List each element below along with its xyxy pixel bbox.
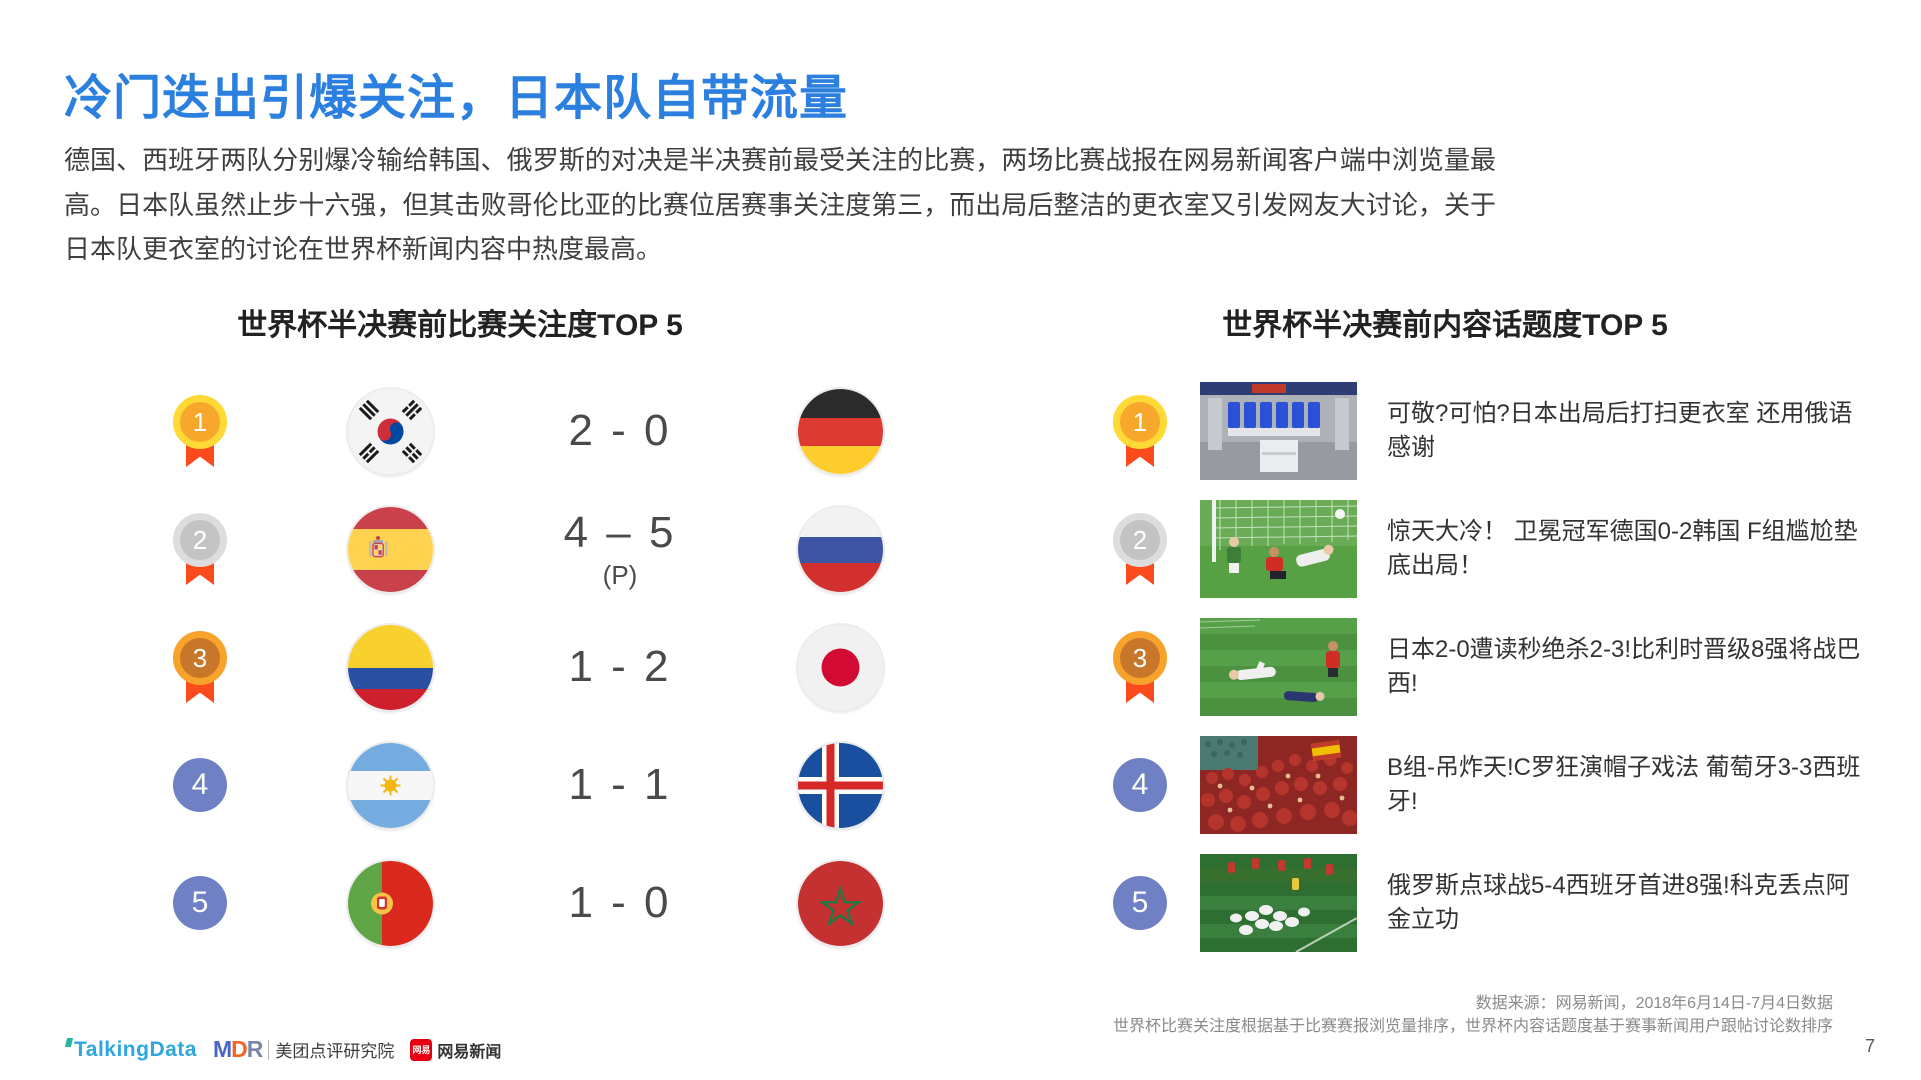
- footer-logos: TalkingData MDR 美团点评研究院 网易 网易新闻: [64, 1036, 501, 1063]
- score-note: (P): [602, 559, 638, 590]
- meituan-dianping-research-logo: MDR 美团点评研究院: [213, 1036, 394, 1063]
- match-score: 1 - 2: [568, 642, 672, 691]
- russia-celebration-photo: [1200, 854, 1357, 952]
- match-panel-title: 世界杯半决赛前比赛关注度TOP 5: [237, 309, 683, 342]
- match-row-4: 4: [115, 726, 935, 844]
- talkingdata-wordmark: TalkingData: [74, 1037, 197, 1061]
- germany-flag-icon: [797, 388, 883, 474]
- rank-number: 4: [1131, 768, 1149, 801]
- topic-row-4: 4 B组-吊炸天!C罗狂演: [1080, 726, 1870, 844]
- spain-flag-icon: [347, 506, 433, 592]
- news-headline: B组-吊炸天!C罗狂演帽子戏法 葡萄牙3-3西班牙!: [1387, 753, 1861, 815]
- gold-medal-icon: 1: [168, 395, 232, 467]
- talkingdata-logo: TalkingData: [64, 1037, 197, 1062]
- topic-row-3: 3 日本2-0遭读秒绝杀2-3!比利时晋级8强: [1080, 608, 1870, 726]
- iceland-flag-icon: [797, 742, 883, 828]
- logo-divider: [268, 1039, 270, 1060]
- topic-row-1: 1: [1080, 372, 1870, 490]
- news-headline: 俄罗斯点球战5-4西班牙首进8强!科克丢点阿金立功: [1387, 871, 1850, 933]
- locker-room-photo: [1200, 382, 1357, 480]
- match-row-1: 1: [115, 372, 935, 490]
- topic-row-2: 2: [1080, 490, 1870, 608]
- mdr-label: 美团点评研究院: [275, 1042, 395, 1061]
- match-row-5: 5 1 - 0: [115, 844, 935, 962]
- morocco-flag-icon: [797, 860, 883, 946]
- match-row-3: 3 1 - 2: [115, 608, 935, 726]
- topic-row-5: 5: [1080, 844, 1870, 962]
- news-headline: 日本2-0遭读秒绝杀2-3!比利时晋级8强将战巴西!: [1387, 635, 1861, 697]
- data-source-note: 数据来源：网易新闻，2018年6月14日-7月4日数据 世界杯比赛关注度根据基于…: [1113, 992, 1833, 1038]
- match-attention-panel: 1: [115, 372, 935, 962]
- news-headline: 惊天大冷！ 卫冕冠军德国0-2韩国 F组尴尬垫底出局！: [1387, 517, 1858, 579]
- netease-icon: 网易: [410, 1038, 433, 1061]
- match-row-2: 2: [115, 490, 935, 608]
- silver-medal-icon: 2: [168, 513, 232, 585]
- rank-number: 5: [191, 886, 209, 919]
- intro-paragraph: 德国、西班牙两队分别爆冷输给韩国、俄罗斯的对决是半决赛前最受关注的比赛，两场比赛…: [64, 145, 1496, 265]
- rank-number: 5: [1131, 886, 1149, 919]
- germany-korea-goal-photo: [1200, 500, 1357, 598]
- netease-news-logo: 网易 网易新闻: [410, 1038, 501, 1062]
- colombia-flag-icon: [347, 624, 433, 710]
- rank-badge: 4: [173, 758, 227, 812]
- page-title: 冷门迭出引爆关注，日本队自带流量: [64, 72, 849, 125]
- source-line-2: 世界杯比赛关注度根据基于比赛赛报浏览量排序，世界杯内容话题度基于赛事新闻用户跟帖…: [1112, 1018, 1833, 1036]
- japan-flag-icon: [797, 624, 883, 710]
- mdr-wordmark: MDR: [212, 1036, 263, 1062]
- rank-number: 2: [1132, 524, 1148, 555]
- content-topic-panel: 1: [1080, 372, 1870, 962]
- source-line-1: 数据来源：网易新闻，2018年6月14日-7月4日数据: [1475, 995, 1833, 1012]
- rank-badge: 5: [1113, 876, 1167, 930]
- rank-badge: 4: [1113, 758, 1167, 812]
- talkingdata-tick-icon: [64, 1037, 74, 1047]
- match-score: 4 – 5: [563, 507, 677, 557]
- japan-belgium-photo: [1200, 618, 1357, 716]
- rank-number: 4: [191, 768, 209, 801]
- netease-label: 网易新闻: [437, 1043, 502, 1061]
- portugal-flag-icon: [347, 860, 433, 946]
- news-headline: 可敬?可怕?日本出局后打扫更衣室 还用俄语感谢: [1387, 399, 1853, 461]
- fans-crowd-photo: [1200, 736, 1357, 834]
- rank-number: 1: [192, 406, 208, 437]
- rank-number: 3: [192, 642, 208, 673]
- rank-badge: 5: [173, 876, 227, 930]
- russia-flag-icon: [797, 506, 883, 592]
- page-number: 7: [1864, 1036, 1875, 1056]
- match-score: 2 - 0: [568, 406, 672, 455]
- topic-panel-title: 世界杯半决赛前内容话题度TOP 5: [1222, 309, 1668, 342]
- rank-number: 3: [1132, 642, 1148, 673]
- bronze-medal-icon: 3: [1108, 631, 1172, 703]
- gold-medal-icon: 1: [1108, 395, 1172, 467]
- argentina-flag-icon: [347, 742, 433, 828]
- bronze-medal-icon: 3: [168, 631, 232, 703]
- rank-number: 1: [1132, 406, 1148, 437]
- south-korea-flag-icon: [347, 388, 433, 474]
- rank-number: 2: [192, 524, 208, 555]
- match-score: 1 - 1: [568, 760, 672, 809]
- silver-medal-icon: 2: [1108, 513, 1172, 585]
- match-score: 1 - 0: [568, 878, 672, 927]
